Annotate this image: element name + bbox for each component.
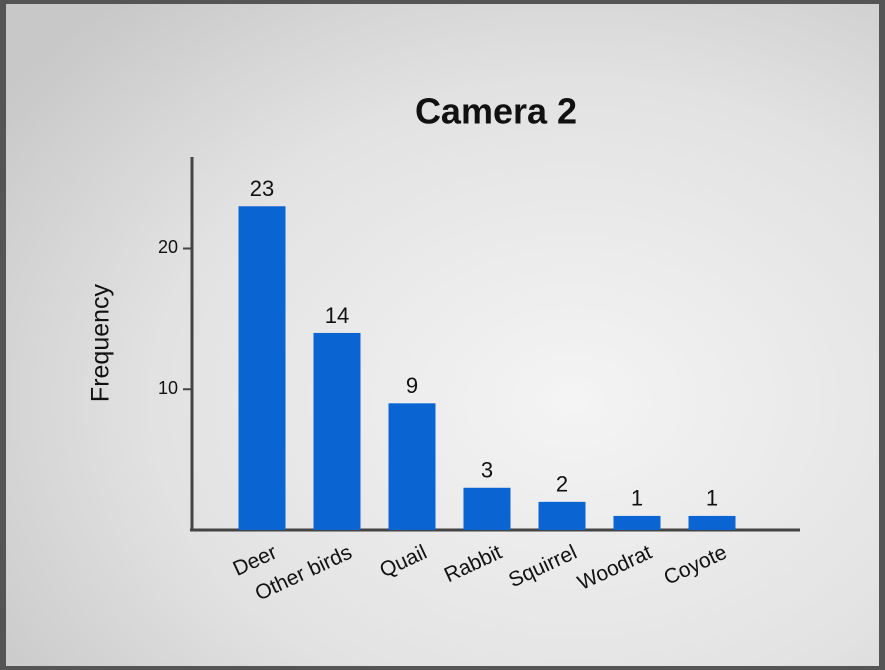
data-label: 3	[481, 458, 493, 483]
bar	[688, 515, 736, 530]
chart-title: Camera 2	[415, 91, 577, 132]
background	[6, 4, 879, 666]
bar	[613, 515, 661, 530]
bar	[463, 487, 511, 530]
bar	[238, 206, 286, 530]
y-axis-label: Frequency	[87, 283, 115, 402]
data-label: 1	[631, 486, 643, 511]
data-label: 1	[706, 486, 718, 511]
bar	[538, 501, 586, 530]
bar	[313, 332, 361, 530]
data-label: 14	[325, 303, 349, 328]
data-label: 23	[250, 176, 274, 201]
data-label: 2	[556, 472, 568, 497]
y-tick-label: 10	[158, 378, 178, 398]
y-tick-label: 20	[158, 237, 178, 257]
bar	[388, 403, 436, 530]
data-label: 9	[406, 373, 418, 398]
